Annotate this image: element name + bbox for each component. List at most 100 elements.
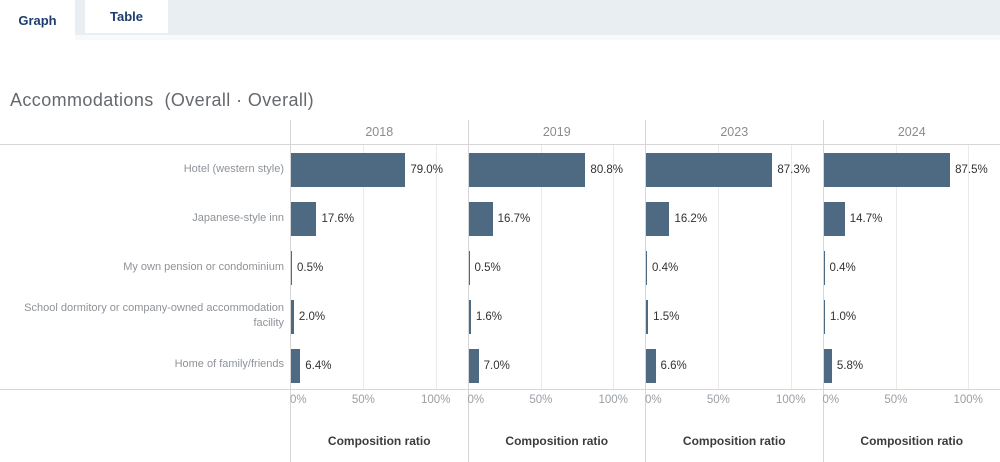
value-label: 14.7% [849,212,883,225]
value-label: 6.4% [305,359,332,372]
gridline-50 [895,145,897,389]
axis-caption-row: Composition ratio [646,412,823,462]
bar[interactable] [291,250,292,285]
bar-row: 1.0% [823,292,969,341]
plot-area: 87.5% 14.7% 0.4% 1.0% 5.8% [823,145,1000,390]
year-label: 2023 [646,120,823,145]
x-tick-50%: 50% [884,394,908,406]
value-label: 16.7% [497,212,531,225]
bar-row: 0.4% [823,243,969,292]
bar-row: 1.6% [468,292,614,341]
x-axis-label: Composition ratio [860,434,964,448]
category-label: Japanese-style inn [192,211,284,224]
plot-area: 87.3% 16.2% 0.4% 1.5% 6.6% [646,145,823,390]
page-title: Accommodations (Overall · Overall) [10,90,315,110]
bar[interactable] [468,348,479,383]
category-label: School dormitory or company-owned accomm… [24,301,284,329]
chart-panel-2019: 2019 80.8% 16.7% 0.5% 1.6% 7.0% 0% 50% 100… [467,120,646,462]
gridline-100 [790,145,792,389]
chart-panel-2024: 2024 87.5% 14.7% 0.4% 1.0% 5.8% 0% 50% 100… [822,120,1000,462]
bar-row: 0.5% [291,243,436,292]
x-tick-100%: 100% [598,394,628,406]
value-label: 5.8% [836,359,864,372]
gridline-100 [613,145,615,389]
tab-bar: Graph Table [0,0,1000,40]
gridline-100 [968,145,970,389]
x-tick-0%: 0% [290,394,307,406]
value-label: 79.0% [410,163,443,176]
plot-area: 79.0% 17.6% 0.5% 2.0% 6.4% [291,145,468,390]
tab-table[interactable]: Table [85,0,168,33]
bar[interactable] [646,152,773,187]
category-label: Hotel (western style) [183,162,284,175]
x-axis-label: Composition ratio [327,434,431,448]
value-label: 0.4% [829,261,856,274]
bar-row: 2.0% [291,292,436,341]
bar[interactable] [823,348,832,383]
x-axis-ticks: 0% 50% 100% [290,390,468,412]
gridline-50 [718,145,720,389]
bar[interactable] [823,299,825,334]
bar-row: 1.5% [646,292,791,341]
plot-area: 80.8% 16.7% 0.5% 1.6% 7.0% [468,145,645,390]
axis-area: 79.0% 17.6% 0.5% 2.0% 6.4% [291,145,443,389]
value-label: 0.5% [297,261,324,274]
axis-caption-row: Composition ratio [291,412,468,462]
x-tick-0%: 0% [645,394,662,406]
bar-row: 14.7% [823,194,969,243]
x-tick-50%: 50% [706,394,730,406]
value-label: 87.5% [955,163,988,176]
bar-row: 16.7% [468,194,614,243]
value-label: 87.3% [777,163,810,176]
bar[interactable] [468,152,586,187]
bar[interactable] [823,250,825,285]
year-label: 2024 [823,120,1000,145]
chart-panel-2018: 2018 79.0% 17.6% 0.5% 2.0% 6.4% 0% 50% 100… [290,120,468,462]
value-label: 0.4% [652,261,679,274]
category-label-column: Hotel (western style) Japanese-style inn… [0,120,290,462]
bar[interactable] [646,201,670,236]
bar[interactable] [646,250,647,285]
value-label: 7.0% [483,359,510,372]
tab-graph[interactable]: Graph [0,0,75,40]
axis-caption-row: Composition ratio [824,412,1000,462]
bar[interactable] [468,299,471,334]
category-label: Home of family/friends [174,358,284,371]
tick-axis-area: 0% 50% 100% [645,390,805,412]
bar[interactable] [468,250,470,285]
axis-area: 80.8% 16.7% 0.5% 1.6% 7.0% [468,145,623,390]
bar[interactable] [291,299,294,334]
axis-area: 87.5% 14.7% 0.4% 1.0% 5.8% [823,145,988,389]
x-tick-0%: 0% [822,394,840,406]
year-label: 2019 [468,120,645,145]
bar-row: 87.5% [823,145,988,194]
value-label: 80.8% [590,163,624,176]
value-label: 17.6% [321,212,355,225]
bar-row: 16.2% [646,194,791,243]
bar[interactable] [823,152,951,187]
value-label: 1.0% [829,310,857,323]
axis-area: 87.3% 16.2% 0.4% 1.5% 6.6% [646,145,810,389]
bar-row: 17.6% [291,194,436,243]
bar[interactable] [291,201,317,236]
value-label: 0.5% [474,261,501,274]
x-axis-ticks: 0% 50% 100% [467,390,646,412]
value-label: 6.6% [660,359,687,372]
bar[interactable] [291,348,301,383]
x-tick-0%: 0% [467,394,485,406]
value-label: 1.6% [475,310,503,323]
bar[interactable] [823,201,845,236]
bar-row: 0.4% [646,243,791,292]
bar[interactable] [291,152,406,187]
bar[interactable] [646,299,649,334]
year-label: 2018 [291,120,468,145]
bar-row: 7.0% [468,341,614,390]
bar[interactable] [646,348,656,383]
bar[interactable] [468,201,493,236]
x-axis-label: Composition ratio [682,434,786,448]
x-tick-50%: 50% [529,394,553,406]
value-label: 2.0% [298,310,326,323]
gridline-100 [435,145,437,389]
chart-panels: 2018 79.0% 17.6% 0.5% 2.0% 6.4% 0% 50% 100… [290,120,1000,462]
